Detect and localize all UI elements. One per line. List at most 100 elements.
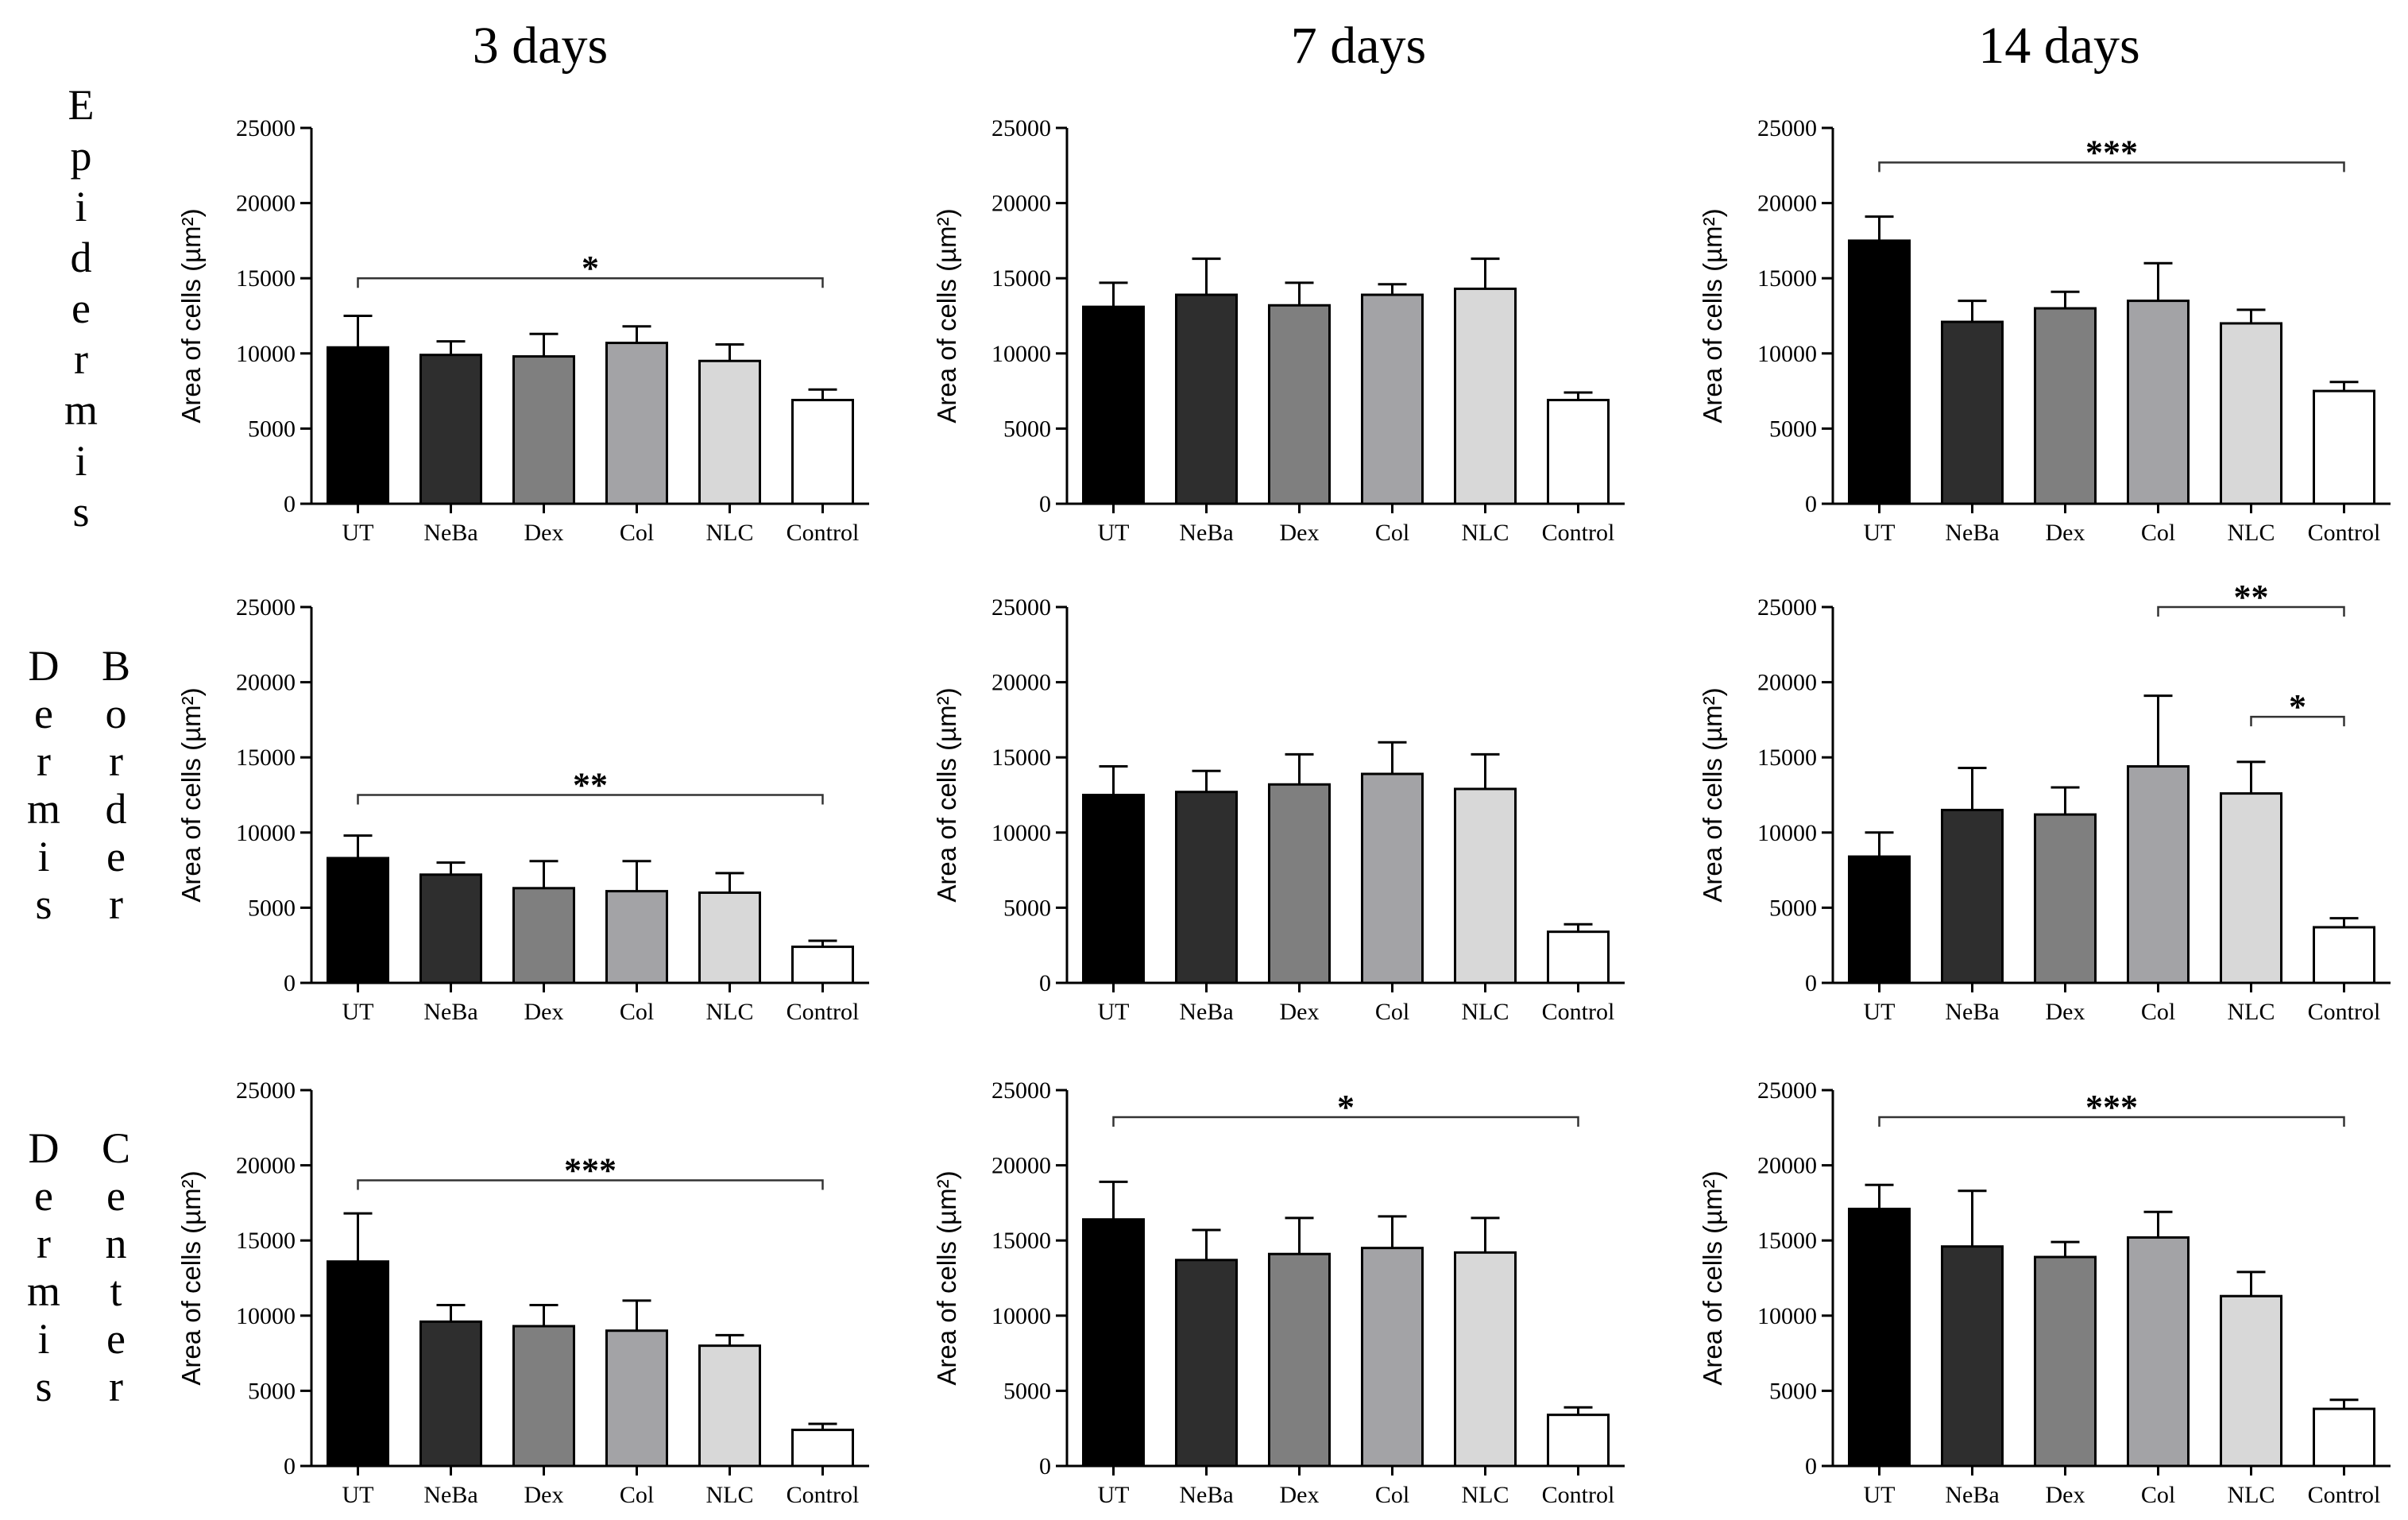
bar-ut (1848, 855, 1911, 984)
bar-dex (512, 355, 575, 505)
row-label-letter: d (105, 785, 127, 833)
category-label: Control (787, 1482, 860, 1508)
bar-nlc (2220, 322, 2282, 505)
significance-bracket (357, 794, 824, 805)
significance-bracket (2250, 715, 2345, 727)
bar-col (1361, 1247, 1424, 1468)
bar-dex (1268, 783, 1331, 984)
category-label: NLC (2228, 1482, 2275, 1508)
significance-label: * (1337, 1088, 1355, 1127)
category-label: Dex (524, 520, 564, 546)
row-label-letter: e (106, 1172, 126, 1220)
significance-bracket (1878, 1116, 2345, 1127)
y-tick-label: 5000 (1003, 895, 1051, 921)
y-tick-label: 25000 (991, 115, 1051, 141)
category-label: Dex (1280, 520, 1320, 546)
bar-neba (419, 1320, 482, 1468)
chart-panel: 0 5000 10000 15000 20000 25000 Area of cells (… (932, 115, 1625, 546)
y-tick-label: 5000 (1003, 1378, 1051, 1404)
row-label-letter: D (28, 1124, 60, 1172)
category-label: Dex (2046, 520, 2085, 546)
category-label: Control (2308, 520, 2381, 546)
chart-panel: 0 5000 10000 15000 20000 25000 Area of cells (… (932, 594, 1625, 1025)
category-label: Dex (1280, 1482, 1320, 1508)
y-tick-label: 20000 (1757, 670, 1817, 696)
category-label: Col (2141, 1482, 2175, 1508)
y-tick-label: 15000 (991, 745, 1051, 771)
chart-panel: 0 5000 10000 15000 20000 25000 Area of cells (… (176, 1077, 869, 1508)
category-label: NeBa (1945, 1482, 1999, 1508)
category-label: NLC (706, 999, 754, 1025)
bar-dex (512, 887, 575, 984)
y-tick-label: 0 (1039, 970, 1051, 996)
significance-label: *** (564, 1151, 616, 1190)
row-label-letter: s (72, 488, 90, 536)
bar-col (2127, 300, 2190, 505)
bar-nlc (1454, 1251, 1517, 1468)
category-label: NLC (2228, 520, 2275, 546)
row-label-letter: B (101, 642, 131, 690)
y-tick-label: 0 (284, 970, 296, 996)
bar-neba (1175, 1259, 1238, 1468)
bar-nlc (1454, 287, 1517, 505)
y-tick-label: 15000 (236, 745, 296, 771)
y-tick-label: 0 (1805, 1453, 1817, 1479)
category-label: UT (342, 999, 374, 1025)
y-tick-label: 5000 (1769, 1378, 1817, 1404)
row-label-letter: D (28, 642, 60, 690)
y-tick-label: 10000 (1757, 341, 1817, 367)
bar-nlc (2220, 1294, 2282, 1468)
category-label: NeBa (1945, 999, 1999, 1025)
bar-neba (419, 354, 482, 505)
y-tick-label: 5000 (248, 1378, 296, 1404)
category-label: NLC (2228, 999, 2275, 1025)
bar-control (1547, 398, 1610, 505)
row-label-letter: s (35, 880, 52, 928)
bar-dex (1268, 304, 1331, 505)
y-tick-label: 10000 (236, 1303, 296, 1329)
significance-label: *** (2085, 133, 2138, 172)
y-tick-label: 0 (1805, 491, 1817, 517)
category-label: UT (1098, 520, 1130, 546)
column-title-7-days: 7 days (1290, 17, 1427, 75)
row-label-letter: d (70, 234, 92, 281)
chart-panel: 0 5000 10000 15000 20000 25000 Area of cells (… (1698, 578, 2391, 1025)
category-label: Dex (1280, 999, 1320, 1025)
row-label-letter: r (37, 1220, 51, 1267)
row-label-letter: m (26, 785, 60, 833)
row-label-letter: e (106, 1315, 126, 1363)
y-tick-label: 5000 (1003, 416, 1051, 442)
category-label: Col (620, 1482, 654, 1508)
category-label: Col (1375, 1482, 1409, 1508)
row-label-letter: m (64, 386, 98, 434)
bar-ut (1848, 239, 1911, 505)
category-label: Control (787, 520, 860, 546)
y-tick-label: 0 (284, 491, 296, 517)
y-axis-label: Area of cells (µm²) (932, 1170, 961, 1385)
bar-dex (2034, 1255, 2097, 1468)
bar-col (605, 890, 668, 984)
row-label-letter: e (106, 833, 126, 880)
y-tick-label: 15000 (1757, 1228, 1817, 1254)
bar-col (2127, 765, 2190, 984)
column-title-14-days: 14 days (1978, 17, 2140, 75)
bar-ut (327, 1260, 389, 1468)
y-tick-label: 10000 (236, 820, 296, 846)
y-tick-label: 10000 (236, 341, 296, 367)
category-label: NeBa (423, 1482, 477, 1508)
bar-ut (1082, 794, 1145, 984)
bar-nlc (698, 359, 761, 505)
row-label-letter: i (37, 1315, 50, 1363)
bar-control (791, 1429, 854, 1468)
category-label: Dex (524, 1482, 564, 1508)
bar-nlc (2220, 792, 2282, 984)
bar-col (1361, 293, 1424, 505)
category-label: UT (1098, 999, 1130, 1025)
y-axis-label: Area of cells (µm²) (932, 208, 961, 423)
category-label: Control (1542, 999, 1615, 1025)
row-label-letter: t (110, 1267, 122, 1315)
